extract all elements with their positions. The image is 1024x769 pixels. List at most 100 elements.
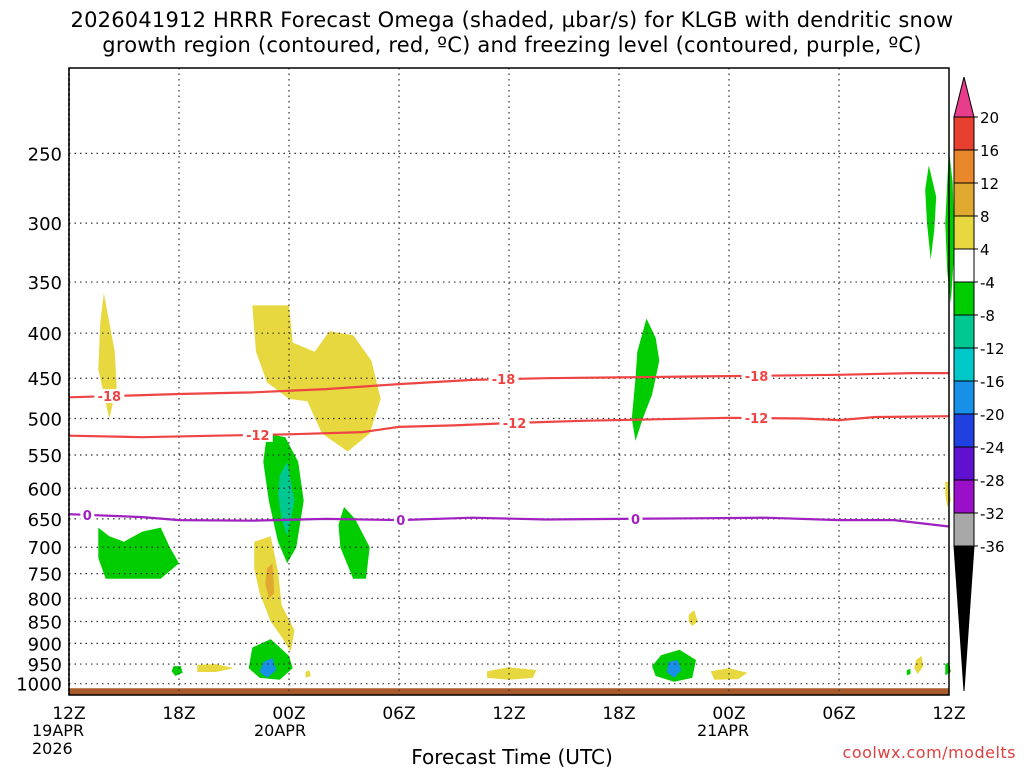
omega-area [98,292,117,419]
y-tick-label: 350 [28,273,62,294]
omega-area [305,670,311,678]
y-axis-tick-labels: 2503003504004505005506006507007508008509… [16,144,62,695]
contour-label-bg [741,368,772,383]
colorbar-segment [953,479,975,514]
colorbar-segment [953,149,975,184]
date-label-day: 21APR [697,721,750,740]
terrain-bar [69,688,949,695]
colorbar-segment [953,116,975,151]
y-tick-label: 1000 [16,675,62,696]
omega-shaded-areas [98,150,955,682]
date-label-year: 2026 [32,739,73,758]
contour-label: -18 [98,390,122,405]
omega-area [666,660,682,678]
omega-area [631,318,660,441]
chart-title-line-1: 2026041912 HRRR Forecast Omega (shaded, … [70,8,954,32]
contour-label-bg [488,372,519,387]
y-tick-label: 300 [28,214,62,235]
contour-label: -18 [745,370,769,385]
contour-label-bg [393,513,408,528]
omega-area [98,527,179,579]
omega-area [338,506,370,579]
y-tick-label: 450 [28,369,62,390]
x-axis-label: Forecast Time (UTC) [411,745,613,769]
omega-area [945,481,951,507]
x-tick-label: 18Z [162,704,195,724]
colorbar-segment [953,215,975,250]
colorbar-segment [953,281,975,316]
x-tick-label: 00Z [712,704,745,724]
colorbar-tick-label: 16 [980,142,999,160]
y-tick-label: 850 [28,613,62,634]
contour-label: -12 [246,429,270,444]
colorbar-tick-label: -32 [980,505,1005,523]
colorbar-tick-label: -24 [980,439,1005,457]
date-label-20apr: 20APR [254,722,306,740]
colorbar-tick-label: -8 [980,307,995,325]
contour-lines: -18 -18 -18 -12 -12 -12 0 0 0 [68,368,950,529]
plot-frame [68,67,950,696]
contour-label-bg [80,507,95,522]
date-label-day: 20APR [254,721,307,740]
omega-area [254,536,295,652]
colorbar-tick-label: -16 [980,373,1005,391]
y-tick-label: 500 [28,410,62,431]
colorbar-tick-label: 8 [980,208,990,226]
omega-area [487,667,537,680]
y-tick-label: 650 [28,510,62,531]
plot-border [68,67,950,696]
omega-area [265,563,275,599]
y-tick-label: 700 [28,538,62,559]
colorbar-tick-label: 4 [980,241,990,259]
y-tick-label: 950 [28,655,62,676]
x-tick-label: 06Z [382,704,415,724]
contour-label: 0 [83,509,92,524]
colorbar-tick-label: -12 [980,340,1005,358]
contour-label-bg [628,511,643,526]
x-tick-label: 00Z [272,704,305,724]
omega-area [171,666,183,676]
x-tick-label: 12Z [492,704,525,724]
x-tick-label: 06Z [822,704,855,724]
date-label-21apr: 21APR [697,722,749,740]
colorbar-tick-label: 20 [980,109,999,127]
colorbar-tick-label: -20 [980,406,1005,424]
contour-label-bg [242,427,273,442]
x-tick-label: 18Z [602,704,635,724]
colorbar-segment [953,248,975,283]
contour-label: -12 [503,417,527,432]
contour-label: 0 [396,514,405,529]
y-tick-label: 750 [28,565,62,586]
contour-label-bg [94,389,125,404]
colorbar-segment [953,512,975,547]
colorbar-tick-label: -4 [980,274,995,292]
omega-area [278,461,295,537]
colorbar-tick-label: 12 [980,175,999,193]
colorbar-top-arrow [953,76,975,118]
terrain-layer [69,688,949,695]
omega-area [914,655,924,674]
colorbar-segment [953,182,975,217]
colorbar-segment [953,314,975,349]
contour-label: 0 [631,513,640,528]
omega-area [197,664,234,672]
y-tick-label: 600 [28,479,62,500]
omega-area [945,150,955,304]
colorbar-segment [953,413,975,448]
colorbar-segment [953,446,975,481]
omega-area [688,610,698,626]
date-label-day: 19APR [32,721,85,740]
omega-area [945,662,951,676]
date-label-19apr: 19APR 2026 [32,722,84,758]
colorbar-tick-label: -28 [980,472,1005,490]
x-axis-tick-labels: 12Z 18Z 00Z 06Z 12Z 18Z 00Z 06Z 12Z [52,704,965,724]
x-tick-label: 12Z [932,704,965,724]
contour-label: -12 [745,412,769,427]
colorbar-bottom-arrow [953,545,975,692]
omega-area [906,668,911,676]
y-tick-label: 250 [28,144,62,165]
y-tick-label: 400 [28,324,62,345]
contour-label-bg [499,415,530,430]
colorbar-tick-label: -36 [980,538,1005,556]
